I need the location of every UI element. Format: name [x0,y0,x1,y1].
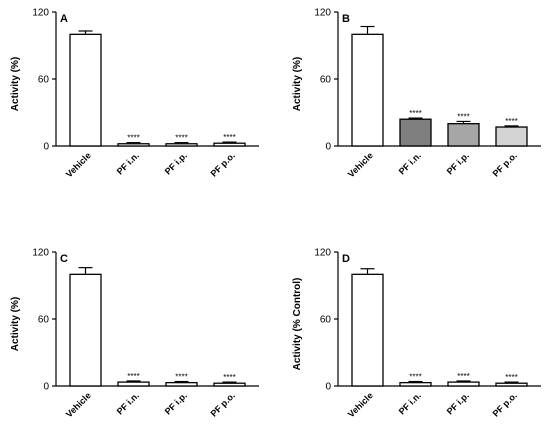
category-label: PF p.o. [491,390,519,418]
significance-label: **** [223,133,235,142]
bar [447,381,480,387]
panel-letter: D [342,253,350,265]
panel-letter: A [60,13,68,25]
y-tick-label: 0 [325,382,331,393]
category-label: PF i.p. [163,150,189,176]
category-label: Vehicle [346,390,375,419]
category-label: PF p.o. [209,150,237,178]
y-tick-label: 0 [43,382,49,393]
category-label: PF p.o. [209,390,237,418]
category-label: PF i.p. [445,150,471,176]
panel-b: 0 60 120 Activity (%) B Vehicle **** PF i.n. ***… [292,8,541,179]
y-tick-label: 60 [38,315,50,326]
category-label: PF i.p. [163,390,189,416]
significance-label: **** [457,372,469,381]
y-tick-label: 120 [32,248,49,259]
category-label: PF i.n. [397,150,423,176]
bar [117,381,150,387]
y-axis-label: Activity (% Control) [292,278,303,371]
y-tick-label: 0 [325,142,331,153]
category-label: PF p.o. [491,150,519,178]
bar [69,273,102,387]
bar [69,33,102,147]
significance-label: **** [175,373,187,382]
category-label: PF i.n. [115,390,141,416]
panel-d: 0 60 120 Activity (% Control) D Vehicle **** PF… [292,248,541,419]
y-tick-label: 60 [38,75,50,86]
category-label: Vehicle [64,150,93,179]
significance-label: **** [409,109,421,118]
y-axis-label: Activity (%) [10,57,21,111]
y-tick-label: 60 [320,315,332,326]
significance-label: **** [505,117,517,126]
category-label: PF i.n. [115,150,141,176]
bar [213,142,246,147]
panel-letter: C [60,253,68,265]
bar [117,143,150,147]
panel-a: 0 60 120 Activity (%) A Vehicle **** PF i.n. ***… [10,8,259,179]
significance-label: **** [223,373,235,382]
bar [213,382,246,387]
category-label: PF i.n. [397,390,423,416]
significance-label: **** [409,373,421,382]
y-tick-label: 60 [320,75,332,86]
bar [447,123,480,147]
bar [399,381,432,387]
y-tick-label: 120 [32,8,49,19]
category-label: Vehicle [346,150,375,179]
bar [351,273,384,387]
significance-label: **** [457,112,469,121]
panel-letter: B [342,13,350,25]
bar [495,382,528,387]
significance-label: **** [127,372,139,381]
category-label: PF i.p. [445,390,471,416]
bar [351,33,384,147]
y-tick-label: 0 [43,142,49,153]
significance-label: **** [175,134,187,143]
y-axis-label: Activity (%) [10,297,21,351]
bar [165,381,198,387]
category-label: Vehicle [64,390,93,419]
panel-c: 0 60 120 Activity (%) C Vehicle **** PF i.n. ***… [10,248,259,419]
bar [495,126,528,147]
y-axis-label: Activity (%) [292,57,303,111]
y-tick-label: 120 [314,8,331,19]
y-tick-label: 120 [314,248,331,259]
significance-label: **** [127,134,139,143]
bar [399,118,432,147]
significance-label: **** [505,373,517,382]
bar [165,143,198,147]
